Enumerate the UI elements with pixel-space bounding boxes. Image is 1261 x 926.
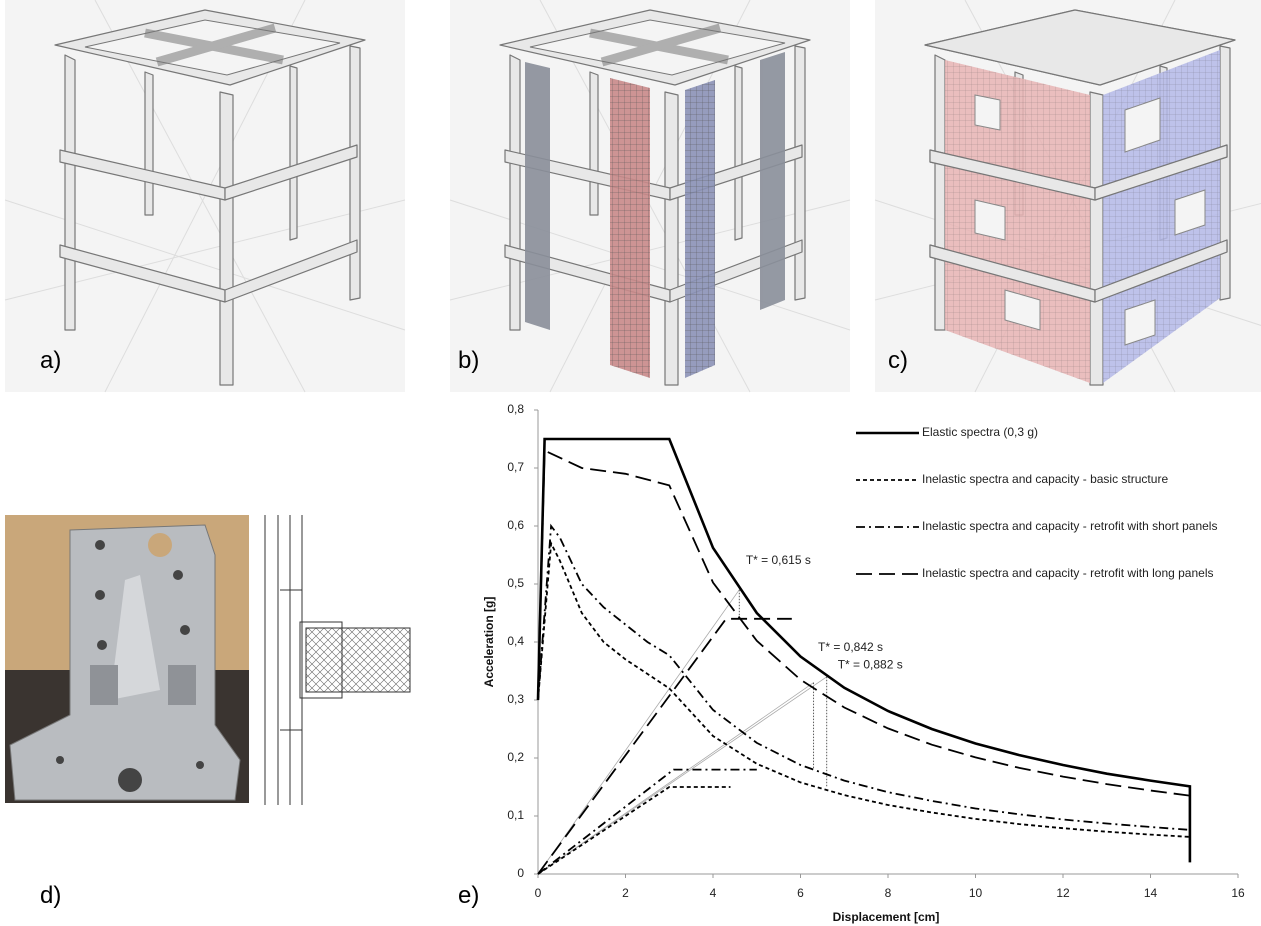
y-tick-label: 0,6 xyxy=(507,518,524,532)
series-line xyxy=(537,449,1191,875)
panel-label: a) xyxy=(40,347,61,374)
capacity-chart: 0 0,1 0,2 0,3 0,4 0,5 0,6 0,7 0,8 0 2 4 6 8 10 12 14 16 Di… xyxy=(482,402,1245,924)
model-short-panels xyxy=(450,0,850,392)
connection-drawing xyxy=(264,515,411,805)
series-line xyxy=(537,540,1190,875)
x-tick-label: 10 xyxy=(969,886,983,900)
y-tick-label: 0,2 xyxy=(507,750,524,764)
period-label: T* = 0,882 s xyxy=(838,657,903,671)
legend-label: Inelastic spectra and capacity - basic s… xyxy=(922,472,1168,486)
x-tick-label: 12 xyxy=(1056,886,1070,900)
x-axis-label: Displacement [cm] xyxy=(833,910,940,924)
legend-label: Inelastic spectra and capacity - retrofi… xyxy=(922,519,1217,533)
panel-label: e) xyxy=(458,882,479,909)
connector-photo xyxy=(5,515,249,803)
y-axis-label: Acceleration [g] xyxy=(482,597,496,688)
y-tick-label: 0,7 xyxy=(507,460,524,474)
model-bare-frame xyxy=(5,0,405,392)
y-tick-label: 0,3 xyxy=(507,692,524,706)
x-tick-label: 14 xyxy=(1144,886,1158,900)
series-line xyxy=(537,523,1190,875)
y-tick-label: 0,5 xyxy=(507,576,524,590)
legend-label: Elastic spectra (0,3 g) xyxy=(922,425,1038,439)
panel-label: d) xyxy=(40,882,61,909)
period-line xyxy=(537,589,740,875)
y-tick-label: 0 xyxy=(517,866,524,880)
x-tick-label: 4 xyxy=(710,886,717,900)
series-line xyxy=(536,437,1192,863)
panel-label: b) xyxy=(458,347,479,374)
y-tick-label: 0,8 xyxy=(507,402,524,416)
x-tick-label: 8 xyxy=(885,886,892,900)
x-tick-label: 6 xyxy=(797,886,804,900)
period-line xyxy=(537,682,814,875)
x-tick-label: 2 xyxy=(622,886,629,900)
x-tick-label: 16 xyxy=(1231,886,1245,900)
panel-label: c) xyxy=(888,347,908,374)
period-label: T* = 0,842 s xyxy=(818,640,883,654)
x-tick-label: 0 xyxy=(535,886,542,900)
y-tick-label: 0,1 xyxy=(507,808,524,822)
y-tick-label: 0,4 xyxy=(507,634,524,648)
period-label: T* = 0,615 s xyxy=(746,553,811,567)
model-long-panels xyxy=(875,0,1261,392)
legend-label: Inelastic spectra and capacity - retrofi… xyxy=(922,566,1213,580)
